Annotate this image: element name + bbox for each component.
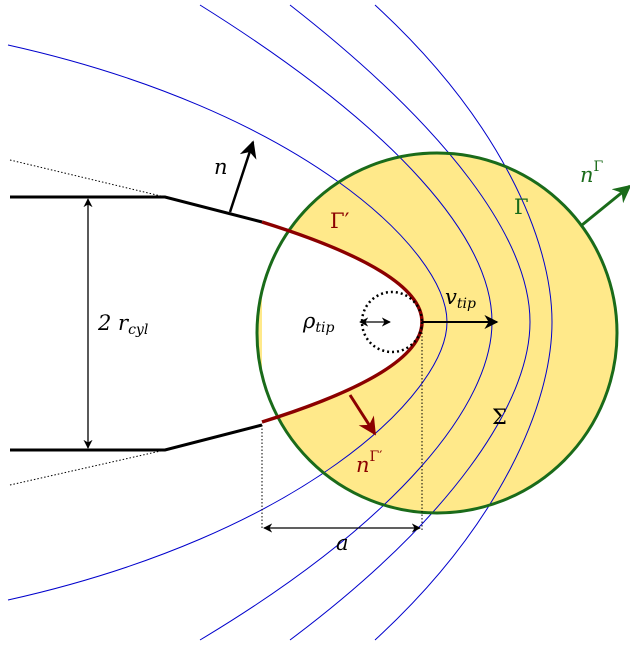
label-part: tip [457,296,476,312]
label-normal-gamma: nΓ [580,159,604,187]
label-part: n [580,163,594,187]
label-radius: 2 rcyl [97,311,148,339]
label-sigma: Σ [492,405,507,429]
label-part: cyl [128,322,148,338]
label-part: Γ′ [370,449,383,465]
normal-gamma-prime-arrow [348,394,377,436]
label-part: 2 r [97,311,130,335]
label-part: n [356,453,370,477]
boundary-gamma [255,151,619,515]
label-a: a [336,531,349,555]
label-part: Γ [594,159,604,175]
label-part: Γ [514,195,529,219]
label-gamma: Γ [514,195,529,219]
label-part: tip [315,320,334,336]
label-velocity: vtip [445,285,476,313]
label-part: ρ [302,309,316,333]
label-gamma-prime: Γ′ [330,209,350,233]
label-normal-gamma-prime: nΓ′ [356,449,382,477]
label-part: v [445,285,457,309]
label-part: Σ [492,405,507,429]
label-n: n [214,155,228,179]
normal-gamma-arrow [581,184,630,227]
dotted-guides [9,159,423,530]
label-rho: ρtip [302,309,334,337]
label-part: n [214,155,228,179]
arrows [83,140,499,533]
domain-sigma [257,153,617,513]
label-part: Γ′ [330,209,350,233]
label-part: a [336,531,349,555]
